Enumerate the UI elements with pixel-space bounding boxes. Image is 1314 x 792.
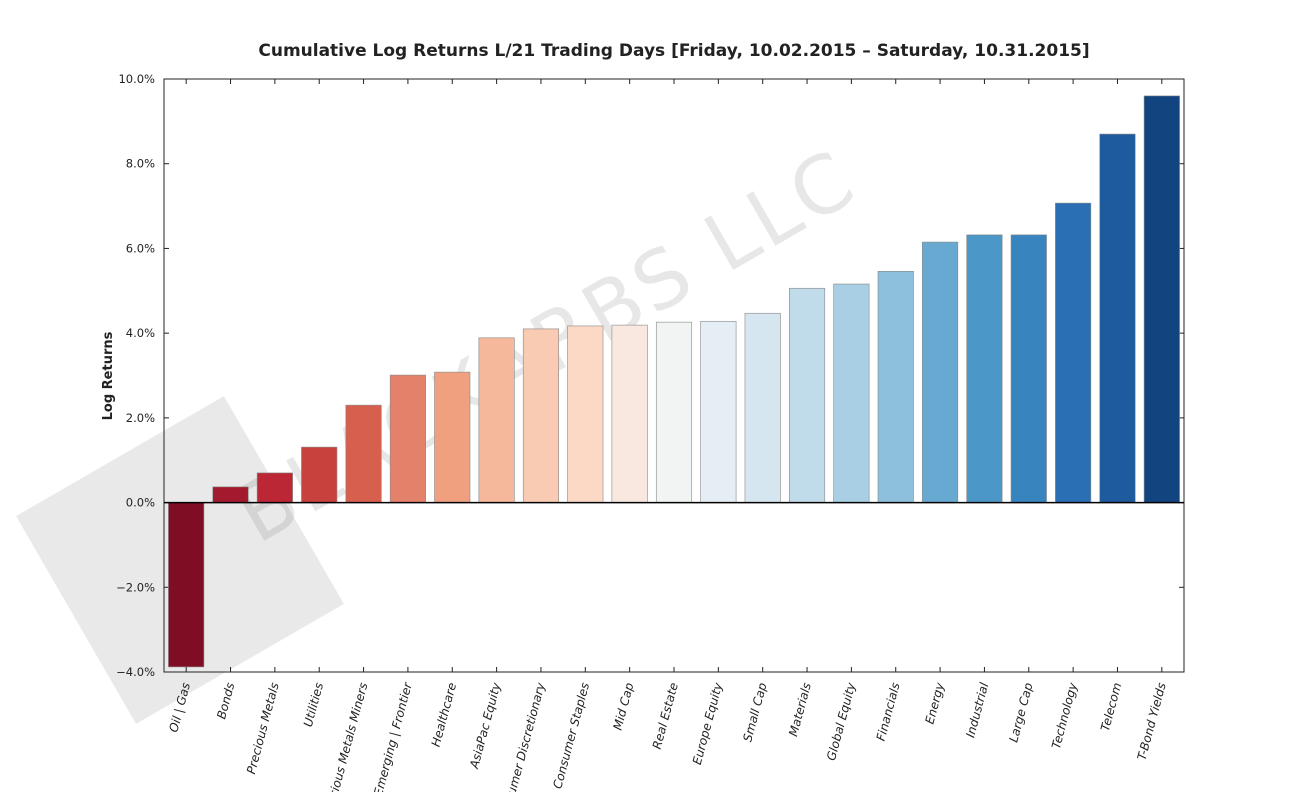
x-tick-label: Consumer Discretionary	[497, 680, 548, 792]
y-tick-label: −2.0%	[116, 580, 155, 594]
x-tick-label: Bonds	[214, 681, 237, 720]
bar	[966, 234, 1003, 503]
x-tick-label: Global Equity	[824, 680, 858, 762]
bar	[789, 287, 826, 503]
x-tick-label: Precious Metals Miners	[321, 681, 370, 792]
y-axis-label: Log Returns	[101, 331, 116, 420]
x-tick-label: Energy	[923, 680, 948, 725]
x-tick-label: Small Cap	[740, 681, 769, 743]
bar	[877, 271, 914, 503]
x-tick-label: AsiaPac Equity	[467, 680, 504, 771]
bar	[212, 486, 249, 503]
bar	[655, 321, 693, 503]
bar	[256, 472, 293, 503]
y-tick-label: 0.0%	[126, 496, 155, 510]
y-tick-label: 2.0%	[126, 411, 155, 425]
y-tick-label: 8.0%	[126, 157, 155, 171]
x-tick-label: Real Estate	[650, 681, 681, 751]
bar	[744, 312, 781, 503]
bar	[434, 371, 471, 503]
bar	[345, 404, 382, 503]
bar	[1010, 234, 1047, 503]
bar	[522, 328, 559, 503]
y-tick-label: 6.0%	[126, 241, 155, 255]
y-tick-label: −4.0%	[116, 665, 155, 679]
x-tick-label: T-Bond Yields	[1135, 681, 1169, 762]
bar	[611, 324, 648, 503]
x-tick-label: Large Cap	[1006, 681, 1035, 744]
y-tick-label: 10.0%	[118, 72, 155, 86]
bar	[168, 502, 205, 668]
bar	[1143, 95, 1180, 503]
x-tick-label: Materials	[786, 681, 814, 738]
x-tick-label: Consumer Staples	[550, 681, 592, 790]
x-tick-label: Technology	[1049, 680, 1080, 750]
x-tick-label: Precious Metals	[244, 681, 282, 775]
bar	[1099, 133, 1136, 503]
x-tick-label: Utilities	[301, 681, 326, 728]
x-tick-label: Financials	[874, 681, 903, 742]
y-tick-label: 4.0%	[126, 326, 155, 340]
bar	[567, 325, 604, 503]
x-tick-label: Emerging | Frontier	[371, 680, 415, 792]
bar	[922, 241, 959, 503]
bar	[301, 446, 338, 503]
x-tick-label: Telecom	[1098, 681, 1124, 733]
x-tick-label: Mid Cap	[610, 681, 636, 732]
x-tick-label: Industrial	[963, 681, 991, 740]
bar	[389, 374, 426, 503]
chart-title: Cumulative Log Returns L/21 Trading Days…	[258, 41, 1089, 61]
bar	[700, 320, 737, 503]
x-tick-label: Europe Equity	[690, 680, 726, 766]
x-tick-label: Healthcare	[429, 681, 460, 748]
bar	[833, 283, 870, 503]
bar	[1055, 202, 1092, 503]
bar	[478, 337, 515, 503]
